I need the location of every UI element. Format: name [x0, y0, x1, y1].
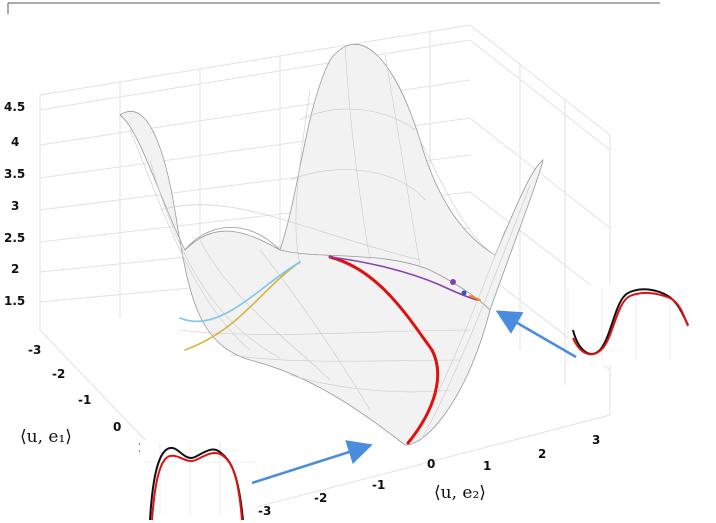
- y2-tick: 2: [538, 447, 546, 461]
- y2-tick: -2: [314, 491, 327, 505]
- y2-tick: 0: [427, 457, 435, 471]
- y2-tick: 3: [592, 433, 600, 447]
- arrow-to-saddle: [495, 310, 577, 359]
- top-frame: [7, 2, 660, 14]
- y2-tick: -1: [372, 478, 385, 492]
- z-tick: 4.5: [4, 100, 25, 114]
- z-tick: 2.5: [4, 231, 25, 245]
- z-tick: 1.5: [4, 294, 25, 308]
- y1-tick: -2: [52, 367, 65, 381]
- profile-red-curve: [151, 451, 243, 521]
- y1-tick: -1: [78, 393, 91, 407]
- z-axis-ticks: 4.5 4 3.5 3 2.5 2 1.5: [4, 100, 25, 308]
- profile-red-curve: [572, 291, 689, 356]
- y1-tick: 0: [113, 420, 121, 434]
- profile-inset-right: [567, 285, 689, 365]
- y2-axis-label: ⟨u, e₂⟩: [434, 483, 486, 503]
- trajectory-endpoint: [461, 290, 467, 296]
- z-tick: 2: [11, 262, 19, 276]
- surface-mesh: [119, 43, 544, 446]
- y2-tick: -3: [258, 504, 271, 518]
- profile-inset-left: [140, 440, 255, 521]
- z-tick: 3: [11, 199, 19, 213]
- arrow-to-minimum: [251, 440, 373, 485]
- trajectory-endpoint: [450, 279, 456, 285]
- trajectory-yellow: [184, 261, 301, 351]
- trajectory-purple: [329, 256, 478, 301]
- z-tick: 4: [11, 135, 19, 149]
- y2-tick: 1: [483, 459, 491, 473]
- y1-axis-label: ⟨u, e₁⟩: [20, 427, 72, 447]
- y2-axis: -3 -2 -1 0 1 2 3: [244, 414, 611, 518]
- trajectory-blue: [179, 261, 301, 323]
- trajectory-red: [328, 255, 440, 445]
- z-tick: 3.5: [4, 167, 25, 181]
- trajectories: [179, 255, 481, 445]
- y1-tick: -3: [28, 343, 41, 357]
